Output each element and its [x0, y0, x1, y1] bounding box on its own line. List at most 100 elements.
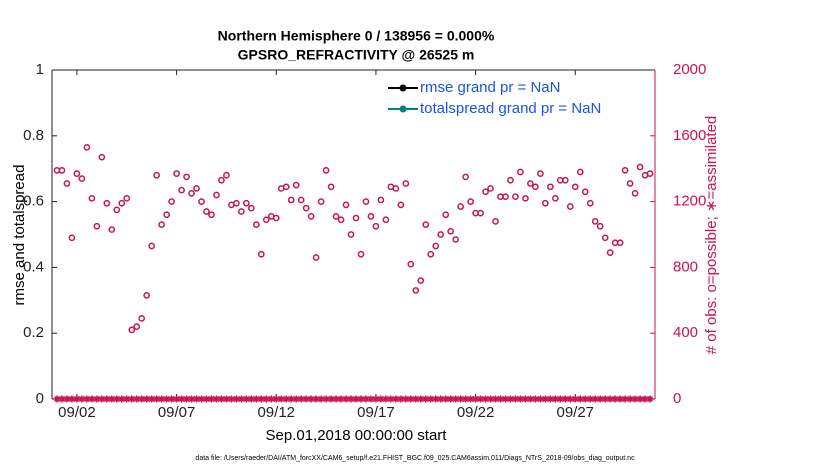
asterisk-marker — [477, 395, 485, 403]
circle-marker — [98, 153, 106, 161]
asterisk-marker — [521, 395, 529, 403]
asterisk-marker — [492, 395, 500, 403]
asterisk-marker — [307, 395, 315, 403]
asterisk-marker — [297, 395, 305, 403]
circle-marker — [467, 198, 474, 205]
circle-marker — [566, 203, 574, 210]
circle-marker — [457, 203, 464, 210]
asterisk-marker — [432, 395, 440, 403]
circle-marker — [546, 183, 554, 191]
asterisk-marker — [128, 395, 136, 403]
asterisk-marker — [626, 395, 634, 403]
asterisk-marker — [616, 395, 624, 403]
circle-marker — [223, 171, 230, 179]
asterisk-marker — [536, 395, 544, 403]
asterisk-marker — [601, 395, 609, 403]
asterisk-marker — [452, 395, 460, 403]
asterisk-marker — [73, 395, 81, 403]
asterisk-marker — [516, 395, 524, 403]
asterisk-marker — [611, 395, 619, 403]
asterisk-marker — [342, 395, 350, 403]
circle-marker — [571, 183, 579, 191]
asterisk-marker — [53, 395, 61, 403]
asterisk-marker — [566, 395, 574, 403]
asterisk-marker — [392, 395, 400, 403]
circle-marker — [58, 166, 66, 174]
circle-marker — [631, 190, 639, 197]
asterisk-marker — [352, 395, 360, 403]
circle-marker — [203, 208, 210, 215]
asterisk-marker — [367, 395, 375, 403]
asterisk-marker — [133, 395, 141, 403]
circle-marker — [512, 193, 519, 201]
circle-marker — [517, 168, 524, 176]
asterisk-marker — [586, 395, 594, 403]
asterisk-marker — [437, 395, 445, 403]
y2-tick-label: 400 — [673, 324, 698, 341]
circle-marker — [322, 166, 330, 174]
asterisk-marker — [123, 395, 131, 403]
circle-marker — [432, 242, 440, 250]
asterisk-marker — [58, 395, 66, 403]
circle-marker — [487, 185, 494, 192]
asterisk-marker — [193, 395, 201, 403]
asterisk-marker — [576, 395, 584, 403]
circle-marker — [292, 181, 300, 189]
asterisk-marker — [511, 395, 519, 403]
chart-subtitle: GPSRO_REFRACTIVITY @ 26525 m — [238, 47, 475, 63]
circle-marker — [73, 170, 81, 177]
circle-marker — [342, 201, 350, 209]
asterisk-marker — [302, 395, 310, 403]
circle-marker — [68, 234, 76, 242]
asterisk-marker — [641, 395, 649, 403]
circle-marker — [138, 315, 146, 322]
asterisk-marker — [322, 395, 330, 403]
asterisk-marker — [501, 395, 509, 403]
circle-marker — [243, 199, 250, 207]
circle-marker — [188, 190, 195, 197]
legend-marker — [399, 105, 407, 113]
circle-marker — [462, 173, 469, 181]
asterisk-marker — [362, 395, 370, 403]
circle-marker — [447, 227, 455, 235]
circle-marker — [153, 171, 161, 179]
circle-marker — [522, 194, 529, 202]
legend-label: totalspread grand pr = NaN — [420, 100, 601, 117]
circle-marker — [372, 222, 380, 230]
circle-marker — [113, 206, 121, 214]
asterisk-marker — [497, 395, 505, 403]
asterisk-marker — [422, 395, 430, 403]
asterisk-marker — [282, 395, 290, 403]
circle-marker — [397, 201, 405, 209]
y-tick-label: 1 — [36, 61, 44, 78]
circle-marker — [606, 249, 614, 256]
asterisk-marker — [447, 395, 455, 403]
asterisk-marker — [108, 395, 116, 403]
asterisk-marker — [417, 395, 425, 403]
circle-marker — [402, 180, 410, 187]
circle-marker — [382, 216, 390, 224]
asterisk-marker — [347, 395, 355, 403]
circle-marker — [407, 260, 415, 268]
circle-marker — [442, 211, 450, 219]
circle-marker — [561, 176, 569, 184]
asterisk-marker — [621, 395, 629, 403]
footnote: data file: /Users/raeder/DAI/ATM_forcXX/… — [195, 455, 635, 462]
asterisk-marker — [382, 395, 390, 403]
circle-marker — [482, 188, 489, 196]
asterisk-marker — [377, 395, 385, 403]
asterisk-marker — [402, 395, 410, 403]
circle-marker — [133, 323, 141, 330]
asterisk-marker — [467, 395, 475, 403]
circle-marker — [213, 191, 220, 199]
asterisk-marker — [526, 395, 534, 403]
asterisk-marker — [153, 395, 161, 403]
circle-marker — [412, 287, 420, 294]
asterisk-marker — [387, 395, 395, 403]
asterisk-marker — [427, 395, 435, 403]
asterisk-marker — [472, 395, 480, 403]
circle-marker — [542, 199, 549, 207]
asterisk-marker — [581, 395, 589, 403]
asterisk-marker — [337, 395, 345, 403]
asterisk-marker — [83, 395, 91, 403]
